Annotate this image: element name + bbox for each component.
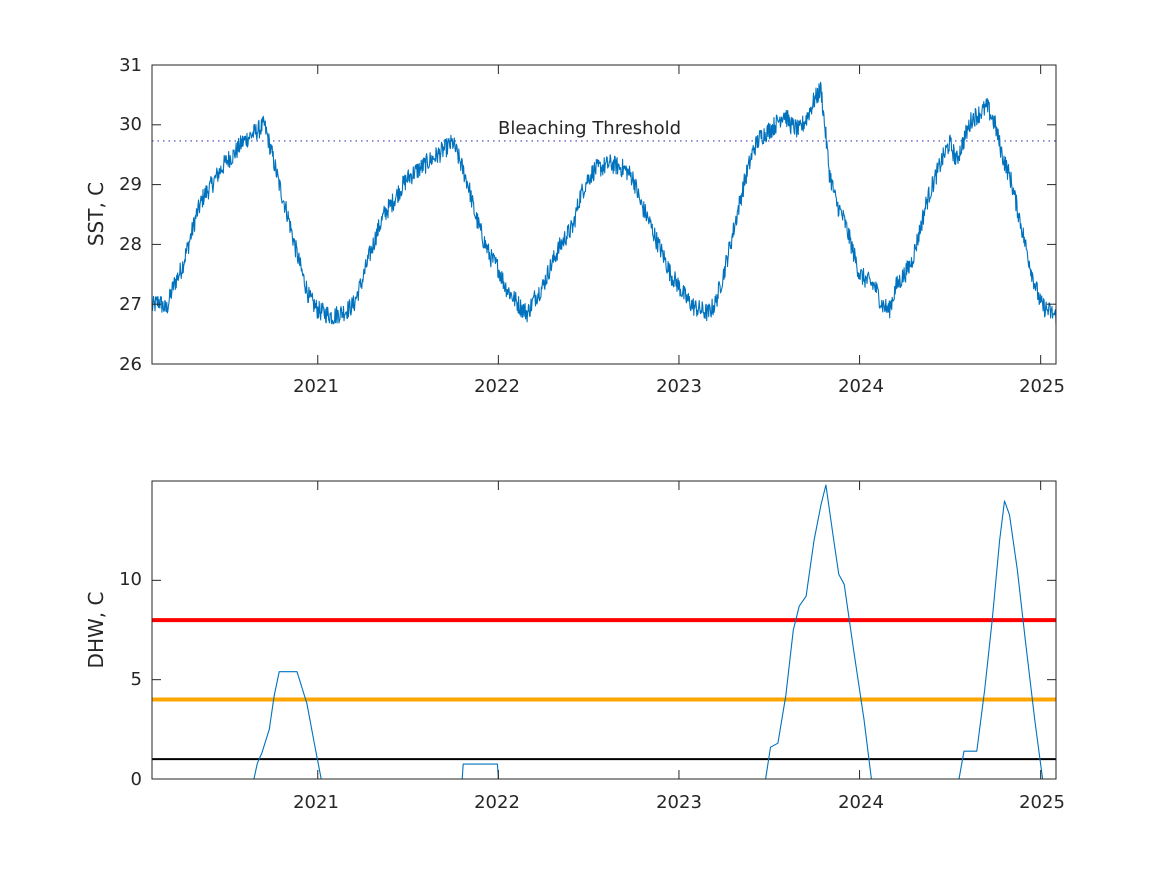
sst-xtick-label: 2025 bbox=[1019, 376, 1065, 397]
sst-xtick-label: 2023 bbox=[656, 376, 702, 397]
sst-ytick-label: 27 bbox=[119, 294, 142, 315]
sst-ytick-label: 30 bbox=[119, 114, 142, 135]
dhw-ticks bbox=[152, 481, 1056, 780]
dhw-ytick-label: 0 bbox=[131, 769, 142, 790]
sst-axes: 2021 2022 2023 2024 2025 26 27 28 29 30 … bbox=[84, 55, 1065, 397]
dhw-xtick-label: 2024 bbox=[838, 792, 884, 813]
dhw-axes: 2021 2022 2023 2024 2025 0 5 10 DHW, C bbox=[84, 480, 1065, 813]
bleaching-threshold-annotation: Bleaching Threshold bbox=[498, 118, 681, 139]
sst-ticks bbox=[152, 64, 1056, 365]
sst-plot-frame bbox=[151, 64, 1057, 365]
sst-xtick-label: 2024 bbox=[838, 376, 884, 397]
sst-ytick-label: 28 bbox=[119, 234, 142, 255]
dhw-ytick-label: 5 bbox=[131, 669, 142, 690]
dhw-xtick-label: 2021 bbox=[293, 792, 339, 813]
dhw-ylabel: DHW, C bbox=[84, 592, 108, 669]
sst-series-line bbox=[151, 81, 1057, 325]
dhw-xtick-label: 2025 bbox=[1019, 792, 1065, 813]
dhw-series-line bbox=[152, 484, 1056, 780]
sst-ytick-label: 29 bbox=[119, 174, 142, 195]
dhw-ytick-label: 10 bbox=[119, 569, 142, 590]
sst-ytick-label: 26 bbox=[119, 354, 142, 375]
dhw-xtick-label: 2023 bbox=[656, 792, 702, 813]
sst-ylabel: SST, C bbox=[84, 182, 108, 246]
dhw-xtick-label: 2022 bbox=[474, 792, 520, 813]
dhw-plot-frame bbox=[151, 480, 1057, 780]
sst-xtick-label: 2022 bbox=[474, 376, 520, 397]
sst-ytick-label: 31 bbox=[119, 55, 142, 76]
sst-xtick-label: 2021 bbox=[293, 376, 339, 397]
